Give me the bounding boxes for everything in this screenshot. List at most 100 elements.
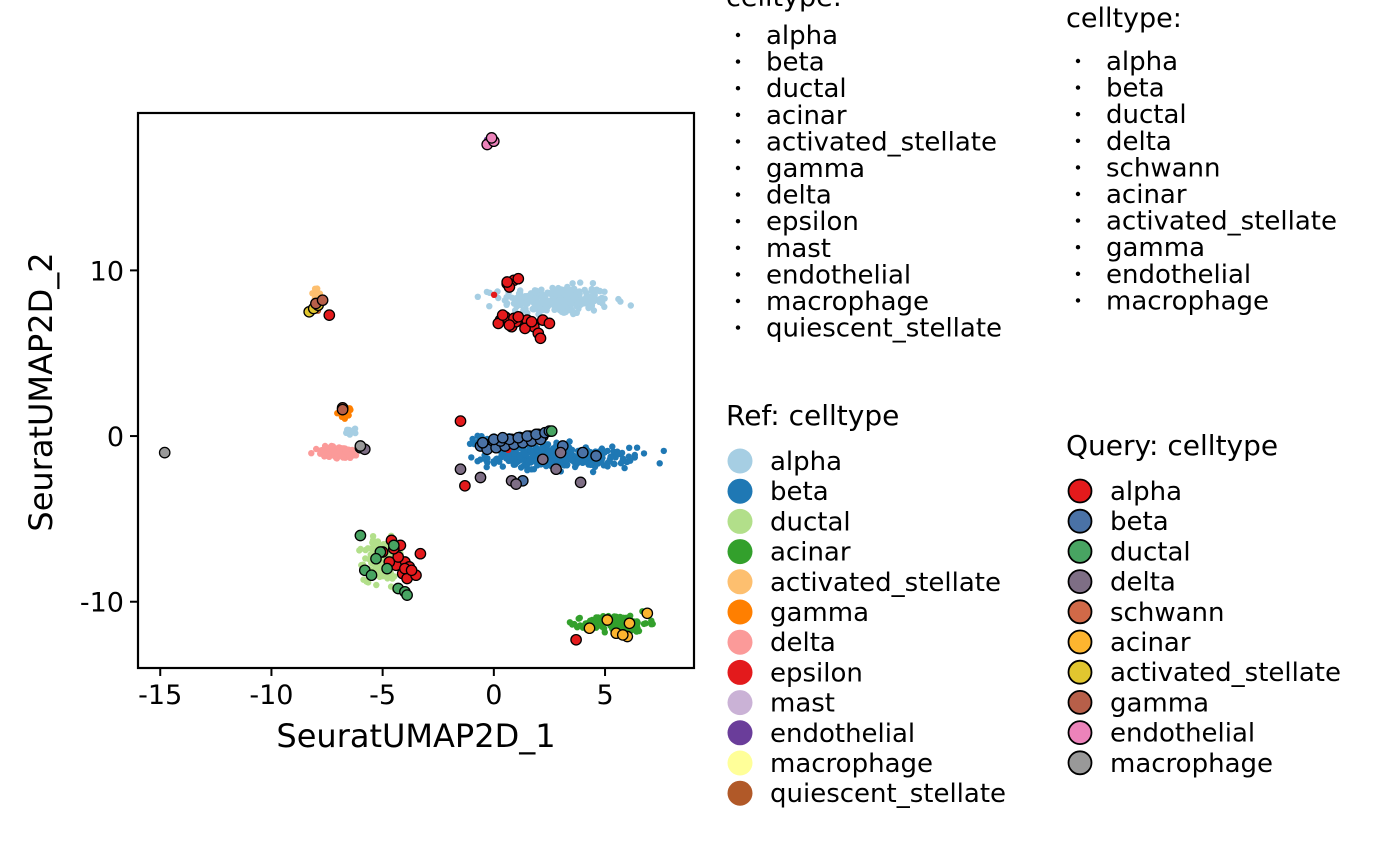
legend-bullet-icon	[735, 192, 741, 197]
ref-point-ductal	[365, 579, 372, 586]
ref-point-acinar	[569, 621, 576, 628]
top-legend-right: celltype: alphabetaductaldeltaschwannacin…	[1066, 3, 1337, 316]
legend-title: celltype:	[1066, 3, 1182, 34]
legend-label: endothelial	[766, 260, 911, 290]
top-legend-left: celltype: alphabetaductalacinaractivated_…	[726, 0, 1002, 344]
query-point-alpha	[534, 332, 547, 345]
legend-key-alpha	[1067, 478, 1093, 504]
ref-point-beta	[594, 460, 602, 467]
ref-point-alpha	[521, 300, 529, 307]
legend-key-schwann	[1067, 599, 1093, 625]
ref-point-beta	[610, 460, 617, 467]
ref-point-acinar	[649, 620, 656, 628]
query-point-ductal	[370, 552, 382, 565]
legend-key-macrophage	[727, 750, 753, 776]
ref-point-delta	[330, 448, 338, 456]
legend-key-activated_stellate	[727, 569, 753, 595]
ref-point-beta	[523, 462, 530, 470]
ref-point-alpha	[538, 294, 546, 301]
ref-point-alpha	[545, 298, 552, 305]
query-point-acinar	[623, 617, 636, 630]
legend-label: alpha	[1106, 47, 1178, 77]
legend-label: ductal	[1110, 537, 1191, 567]
query-point-ductal	[401, 589, 413, 601]
query-point-beta	[576, 446, 589, 459]
query-point-alpha	[496, 309, 509, 321]
query-point-delta	[536, 453, 549, 466]
query-point-alpha	[454, 415, 467, 427]
ref-point-beta	[616, 450, 623, 458]
query-point-delta	[510, 478, 522, 490]
legend-label: endothelial	[770, 719, 915, 749]
ref-point-beta	[571, 463, 579, 471]
ref-point-alpha	[527, 290, 535, 297]
ref-point-beta	[627, 457, 634, 464]
legend-label: alpha	[770, 447, 842, 477]
ref-point-alpha	[591, 290, 598, 298]
ref-point-alpha	[559, 304, 566, 311]
legend-label: schwann	[1110, 598, 1224, 628]
query-point-delta	[554, 446, 567, 459]
ref-point-beta	[547, 458, 555, 465]
ref-point-beta	[604, 463, 611, 470]
plot-panel-border	[136, 111, 696, 670]
ref-point-alpha	[589, 280, 597, 287]
y-axis: -10 0 10	[80, 256, 138, 619]
query-point-ductal	[381, 562, 393, 575]
legend-key-activated_stellate	[1067, 659, 1093, 685]
query-point-beta	[590, 450, 602, 462]
query-point-beta	[496, 431, 509, 444]
ref-point-acinar	[576, 622, 584, 629]
ref-point-alpha	[585, 304, 592, 312]
ref-point-alpha	[527, 296, 534, 303]
query-point-alpha	[414, 547, 427, 560]
query-point-acinar	[583, 622, 596, 635]
legend-label: macrophage	[1110, 749, 1273, 779]
legend-bullet-icon	[735, 86, 741, 91]
ref-point-beta	[499, 463, 506, 470]
query-point-macrophage	[354, 440, 367, 452]
query-point-beta	[476, 436, 489, 449]
ref-point-acinar	[593, 614, 600, 621]
ref-point-alpha	[555, 290, 562, 297]
ref-point-alpha	[522, 305, 529, 313]
legend-bullet-icon	[1075, 58, 1081, 64]
ref-point-beta	[521, 450, 528, 458]
ref-point-beta	[466, 440, 474, 447]
ref-point-alpha	[563, 295, 570, 302]
ref-point-ductal	[362, 546, 369, 554]
query-points-layer	[158, 132, 654, 646]
legend-label: gamma	[770, 598, 869, 628]
query-point-gamma	[316, 294, 329, 307]
legend-bullet-icon	[735, 32, 741, 38]
query-point-ductal	[365, 569, 378, 582]
query-point-alpha	[323, 309, 336, 321]
query-point-alpha	[459, 479, 471, 492]
legend-bullet-icon	[735, 219, 741, 224]
ref-point-alpha	[598, 295, 605, 302]
legend-label: gamma	[766, 154, 865, 184]
legend-label: macrophage	[1106, 286, 1269, 316]
legend-label: macrophage	[766, 287, 929, 317]
ref-point-beta	[513, 459, 520, 466]
ref-point-beta	[544, 441, 552, 448]
query-point-alpha	[525, 315, 538, 328]
ref-point-beta	[567, 451, 574, 458]
query-point-alpha	[405, 564, 418, 577]
legend-label: epsilon	[770, 658, 863, 688]
legend-label: delta	[1110, 568, 1176, 598]
ref-point-beta	[483, 463, 490, 471]
legend-label: endothelial	[1106, 260, 1251, 290]
ref-point-beta	[587, 459, 595, 467]
ref-point-beta	[468, 454, 475, 461]
ref-point-alpha	[515, 294, 522, 301]
legend-bullet-icon	[1075, 191, 1081, 197]
legend-bullet-icon	[1075, 271, 1081, 276]
ref-point-alpha	[596, 288, 603, 295]
ref-point-beta	[493, 455, 501, 462]
legend-label: gamma	[1110, 688, 1209, 718]
ref-point-alpha	[569, 280, 576, 287]
legend-key-endothelial	[727, 720, 753, 746]
ref-point-beta	[562, 456, 569, 464]
